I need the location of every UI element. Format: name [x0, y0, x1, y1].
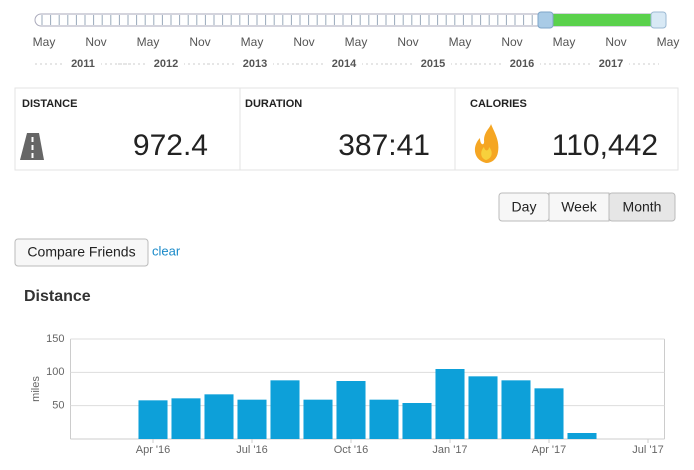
week-button[interactable]: [548, 192, 610, 222]
slider-year: 2017: [599, 58, 623, 70]
stats-panel: [14, 87, 679, 171]
slider-year: 2011: [71, 58, 95, 70]
x-tick-label: Jul '17: [632, 444, 663, 456]
slider-month: May: [137, 35, 160, 49]
clear-link[interactable]: clear: [152, 243, 181, 258]
year-bg: [65, 56, 101, 72]
year-bg: [326, 56, 362, 72]
stat-label: CALORIES: [470, 98, 527, 110]
slider-year: 2014: [332, 58, 357, 70]
bar: [534, 388, 564, 439]
slider-year: 2013: [243, 58, 267, 70]
year-bg: [415, 56, 451, 72]
bar: [402, 403, 432, 439]
bar: [270, 380, 300, 439]
bar: [435, 369, 465, 439]
slider-year: 2016: [510, 58, 534, 70]
stat-value: 110,442: [552, 129, 658, 162]
bar: [303, 399, 333, 439]
slider-month: Nov: [605, 35, 626, 49]
flame-icon: [474, 124, 499, 163]
compare-button[interactable]: [14, 238, 149, 267]
button-label[interactable]: Week: [561, 199, 598, 215]
bar: [369, 399, 399, 439]
slider-year: 2015: [421, 58, 445, 70]
stat-value: 387:41: [338, 129, 430, 162]
slider-month: May: [345, 35, 368, 49]
stat-label: DURATION: [245, 98, 302, 110]
month-button[interactable]: [608, 192, 676, 222]
slider-handle[interactable]: [650, 11, 667, 29]
slider-month: Nov: [85, 35, 106, 49]
slider-month: May: [33, 35, 56, 49]
slider-handle[interactable]: [537, 11, 554, 29]
button-label[interactable]: Month: [623, 199, 662, 215]
slider-year: 2012: [154, 58, 178, 70]
slider-month: Nov: [293, 35, 314, 49]
slider-month: Nov: [501, 35, 522, 49]
button-label[interactable]: Day: [512, 199, 537, 215]
bar: [567, 433, 597, 439]
x-tick-label: Jul '16: [236, 444, 267, 456]
period-buttons: Day Week Month: [498, 192, 676, 222]
bar: [171, 398, 201, 439]
stat-value: 972.4: [133, 129, 208, 162]
bar: [138, 400, 168, 439]
road-icon: [20, 133, 44, 160]
bar: [204, 394, 234, 439]
slider-month: Nov: [189, 35, 210, 49]
bar: [237, 399, 267, 439]
year-bg: [504, 56, 540, 72]
y-tick-label: 150: [46, 333, 64, 345]
slider-month: May: [241, 35, 264, 49]
bar: [336, 381, 366, 439]
slider-month: Nov: [397, 35, 418, 49]
x-tick-label: Jan '17: [432, 444, 467, 456]
year-bg: [593, 56, 629, 72]
y-axis-label: miles: [30, 376, 42, 402]
stat-label: DISTANCE: [22, 98, 77, 110]
year-bg: [148, 56, 184, 72]
slider-range: [545, 14, 658, 26]
slider-month: May: [449, 35, 472, 49]
x-tick-label: Apr '16: [136, 444, 171, 456]
x-tick-label: Oct '16: [334, 444, 369, 456]
slider-month: May: [553, 35, 576, 49]
slider-month: May: [657, 35, 680, 49]
x-tick-label: Apr '17: [532, 444, 567, 456]
bar: [468, 376, 498, 439]
y-tick-label: 50: [52, 400, 64, 412]
compare-label[interactable]: Compare Friends: [27, 244, 135, 260]
bar: [501, 380, 531, 439]
chart-title: Distance: [24, 288, 91, 305]
year-bg: [237, 56, 273, 72]
y-tick-label: 100: [46, 366, 64, 378]
